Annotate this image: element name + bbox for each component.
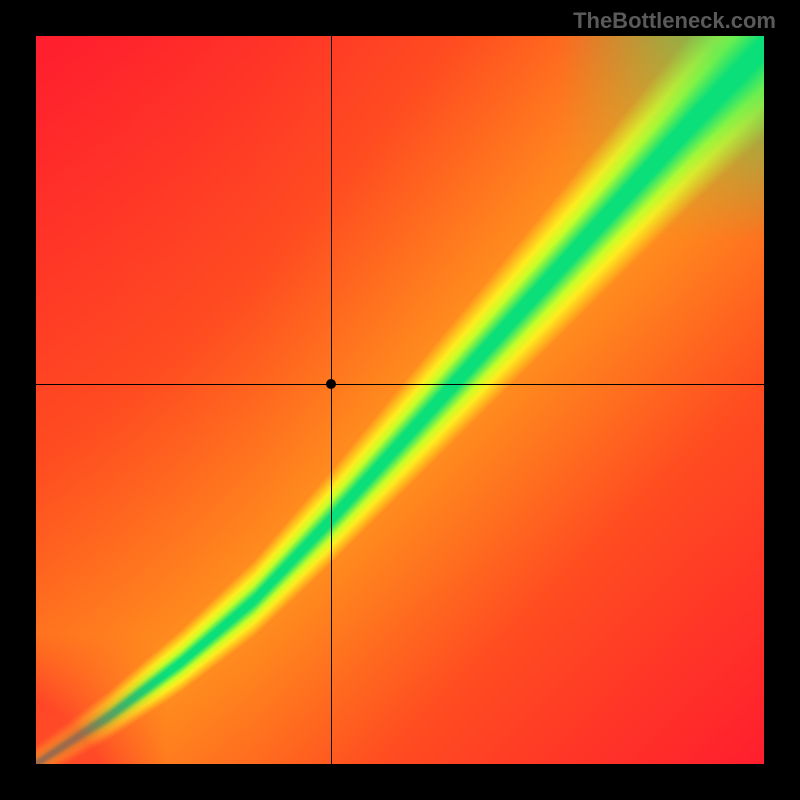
crosshair-horizontal (36, 384, 764, 385)
heatmap-canvas (36, 36, 764, 764)
marker-dot (326, 379, 336, 389)
plot-area (36, 36, 764, 764)
crosshair-vertical (331, 36, 332, 764)
watermark-text: TheBottleneck.com (573, 8, 776, 34)
